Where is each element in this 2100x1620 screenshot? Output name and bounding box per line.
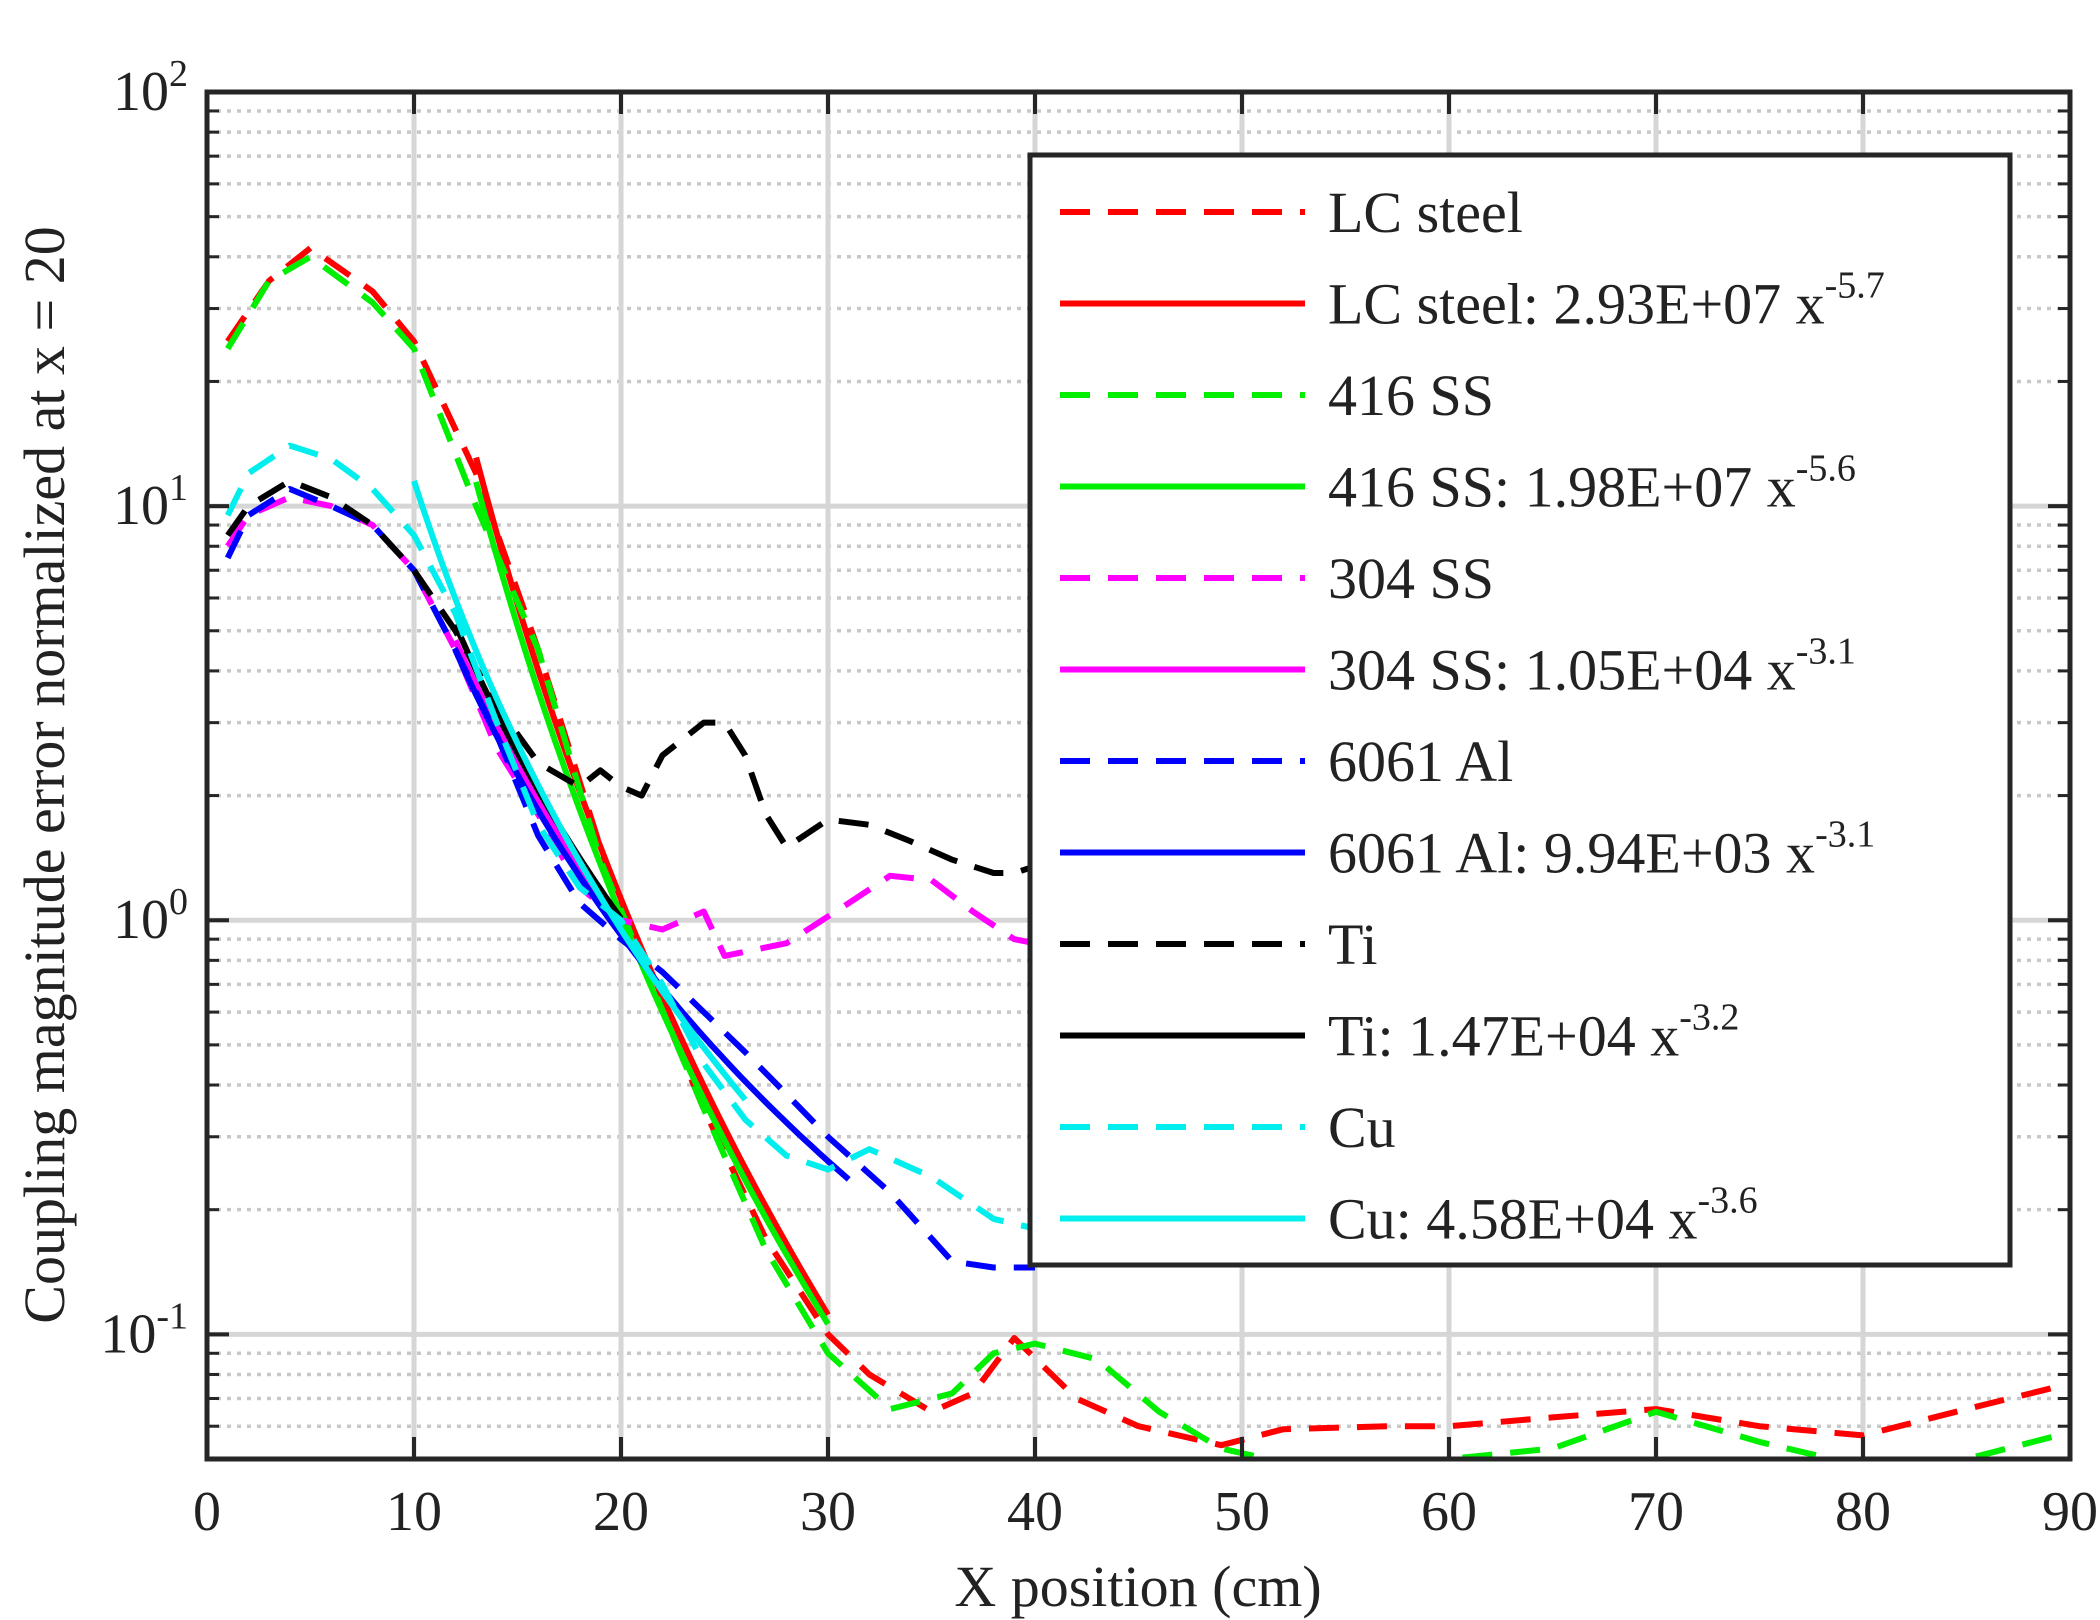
ticks — [205, 90, 2072, 1461]
x-tick-label: 70 — [1628, 1481, 1684, 1543]
legend-label: 304 SS — [1328, 546, 1494, 611]
series-line-2 — [225, 253, 2070, 1459]
x-tick-label: 0 — [193, 1481, 221, 1543]
legend-label-text: 416 SS: 1.98E+07 x — [1328, 455, 1796, 520]
series-line-0 — [225, 245, 2070, 1449]
legend-label: Ti: 1.47E+04 x-3.2 — [1328, 997, 1739, 1069]
legend-label: LC steel — [1328, 180, 1523, 245]
legend-label-exponent: -3.2 — [1679, 997, 1739, 1039]
x-axis-label: X position (cm) — [954, 1554, 1321, 1619]
legend-label: 416 SS — [1328, 363, 1494, 428]
y-tick-base: 10 — [100, 1303, 156, 1365]
y-tick-exponent: 2 — [169, 53, 188, 95]
legend-label: 6061 Al — [1328, 729, 1513, 794]
y-tick-base: 10 — [113, 61, 169, 123]
legend-label: 416 SS: 1.98E+07 x-5.6 — [1328, 448, 1856, 520]
y-axis-label: Coupling magnitude error normalized at x… — [12, 226, 77, 1323]
legend-label-exponent: -3.1 — [1796, 631, 1856, 673]
y-tick-label: 100 — [113, 881, 188, 951]
y-tick-label: 10-1 — [100, 1295, 188, 1365]
series-line-11 — [411, 479, 748, 1102]
legend-label-exponent: -3.1 — [1815, 814, 1875, 856]
legend-label-exponent: -5.6 — [1796, 448, 1856, 490]
x-tick-label: 30 — [800, 1481, 856, 1543]
x-tick-label: 60 — [1421, 1481, 1477, 1543]
legend-label-text: Cu: 4.58E+04 x — [1328, 1187, 1697, 1252]
x-tick-label: 20 — [593, 1481, 649, 1543]
legend-label: Ti — [1328, 912, 1378, 977]
legend-label-text: LC steel: 2.93E+07 x — [1328, 272, 1825, 337]
series-line-8 — [225, 478, 1036, 876]
legend-label-exponent: -3.6 — [1697, 1180, 1757, 1222]
legend-label-text: 416 SS — [1328, 363, 1494, 428]
y-tick-exponent: 0 — [169, 881, 188, 923]
y-tick-exponent: -1 — [156, 1295, 188, 1337]
legend-label: 304 SS: 1.05E+04 x-3.1 — [1328, 631, 1856, 703]
legend-label: 6061 Al: 9.94E+03 x-3.1 — [1328, 814, 1875, 886]
y-tick-base: 10 — [113, 475, 169, 537]
x-tick-label: 80 — [1835, 1481, 1891, 1543]
legend-label-text: Cu — [1328, 1095, 1396, 1160]
legend-label: LC steel: 2.93E+07 x-5.7 — [1328, 265, 1885, 337]
legend-label-text: Ti: 1.47E+04 x — [1328, 1004, 1679, 1069]
legend-box — [1027, 152, 2013, 1268]
series-line-6 — [225, 486, 1035, 1271]
legend-label: Cu — [1328, 1095, 1396, 1160]
y-tick-base: 10 — [113, 889, 169, 951]
legend-label-exponent: -5.7 — [1825, 265, 1885, 307]
axes-frame — [204, 89, 2073, 1462]
y-tick-label: 101 — [113, 467, 188, 537]
legend-label: Cu: 4.58E+04 x-3.6 — [1328, 1180, 1758, 1252]
x-tick-label: 10 — [386, 1481, 442, 1543]
x-tick-label: 40 — [1007, 1481, 1063, 1543]
legend-label-text: 304 SS: 1.05E+04 x — [1328, 638, 1796, 703]
legend: LC steel LC steel: 2.93E+07 x-5.7 416 SS 41… — [1027, 152, 2013, 1268]
y-tick-label: 102 — [113, 53, 188, 123]
y-tick-exponent: 1 — [169, 467, 188, 509]
legend-label-text: 304 SS — [1328, 546, 1494, 611]
legend-label-text: 6061 Al: 9.94E+03 x — [1328, 821, 1815, 886]
legend-label-text: LC steel — [1328, 180, 1523, 245]
legend-label-text: 6061 Al — [1328, 729, 1513, 794]
plot-area — [225, 245, 2070, 1459]
series-line-3 — [473, 481, 831, 1326]
x-tick-label: 50 — [1214, 1481, 1270, 1543]
series-line-10 — [225, 442, 1036, 1232]
x-tick-label: 90 — [2042, 1481, 2098, 1543]
legend-label-text: Ti — [1328, 912, 1378, 977]
